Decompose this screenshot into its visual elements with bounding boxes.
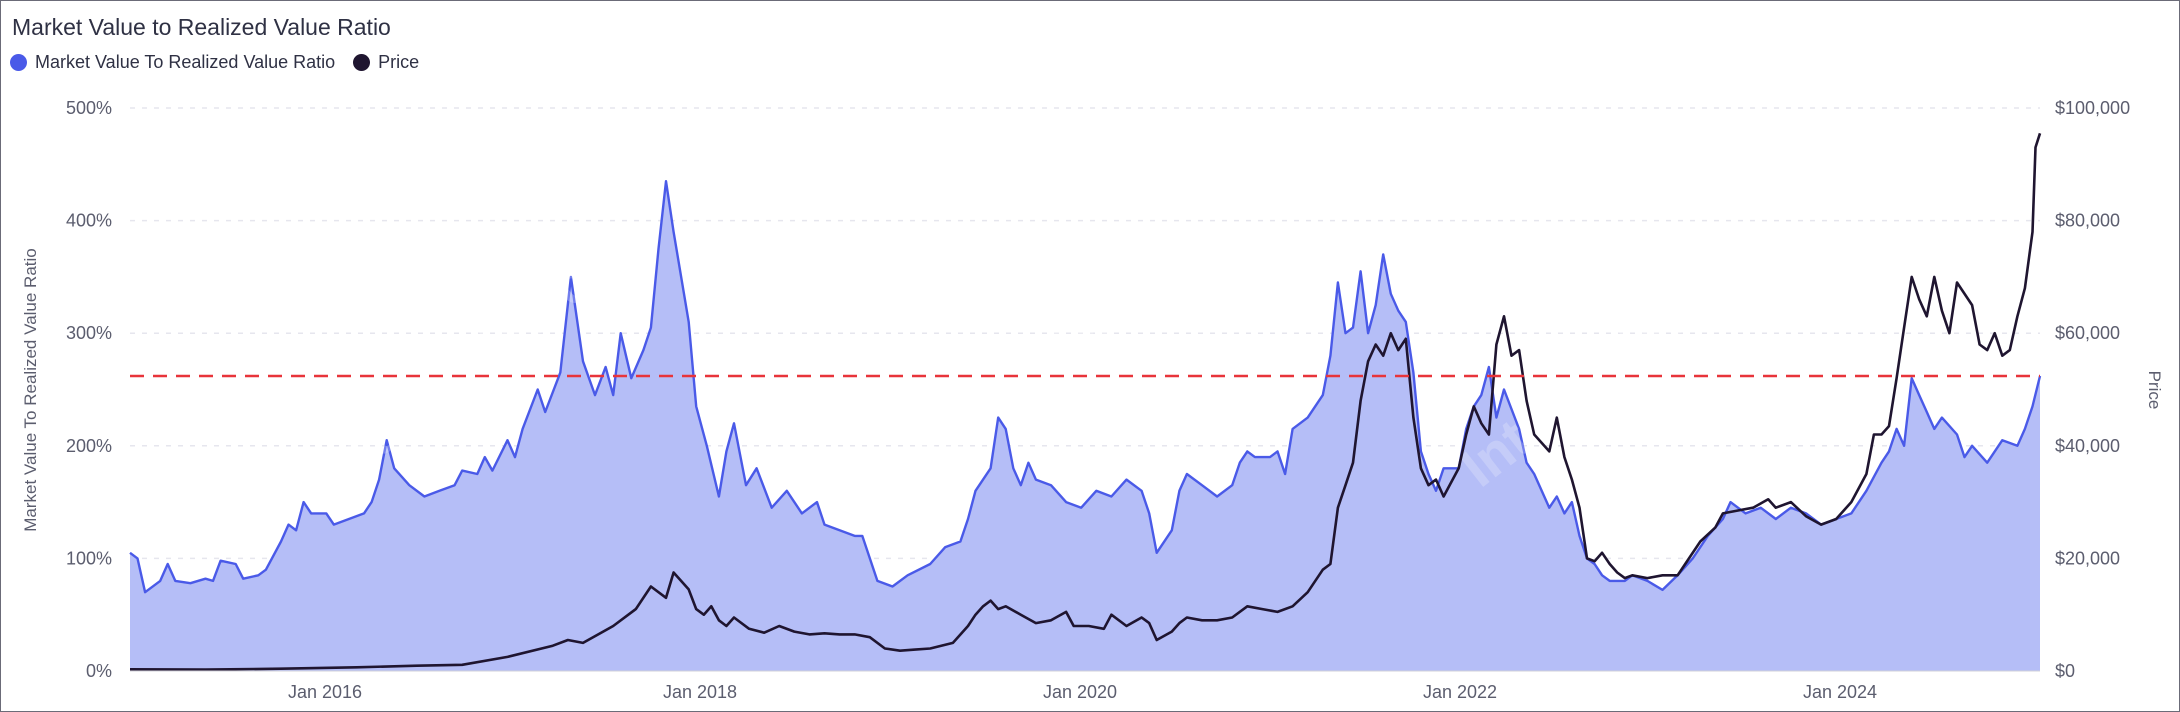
y-left-tick-label: 500% — [66, 98, 112, 118]
y-right-axis-title: Price — [2145, 371, 2164, 410]
y-left-tick-label: 0% — [86, 661, 112, 681]
legend: Market Value To Realized Value Ratio Pri… — [10, 52, 437, 73]
x-tick-label: Jan 2016 — [288, 682, 362, 702]
x-tick-label: Jan 2018 — [663, 682, 737, 702]
y-right-tick-label: $0 — [2055, 661, 2075, 681]
watermark-text: IntoTheBlock — [1449, 230, 1768, 499]
legend-item-mvrv[interactable]: Market Value To Realized Value Ratio — [10, 52, 335, 73]
y-left-tick-label: 200% — [66, 436, 112, 456]
y-right-tick-label: $60,000 — [2055, 323, 2120, 343]
mvrv-line — [129, 180, 2042, 594]
mvrv-area-fill — [130, 181, 2040, 671]
y-right-tick-label: $100,000 — [2055, 98, 2130, 118]
price-line — [129, 132, 2042, 671]
legend-item-price[interactable]: Price — [353, 52, 419, 73]
legend-dot-price — [353, 54, 371, 71]
x-tick-label: Jan 2020 — [1043, 682, 1117, 702]
chart-title: Market Value to Realized Value Ratio — [12, 14, 391, 40]
y-right-tick-label: $20,000 — [2055, 548, 2120, 568]
y-left-axis-title: Market Value To Realized Value Ratio — [21, 248, 40, 532]
y-right-tick-label: $40,000 — [2055, 436, 2120, 456]
legend-label-mvrv: Market Value To Realized Value Ratio — [35, 52, 336, 72]
y-left-tick-label: 300% — [66, 323, 112, 343]
y-left-tick-label: 100% — [66, 548, 112, 568]
x-tick-label: Jan 2022 — [1423, 682, 1497, 702]
y-right-tick-label: $80,000 — [2055, 211, 2120, 231]
legend-label-price: Price — [378, 52, 420, 72]
legend-dot-mvrv — [10, 54, 27, 71]
x-tick-label: Jan 2024 — [1803, 682, 1877, 702]
y-left-tick-label: 400% — [66, 211, 112, 231]
watermark-text: IntoTheBlock — [879, 230, 1198, 499]
